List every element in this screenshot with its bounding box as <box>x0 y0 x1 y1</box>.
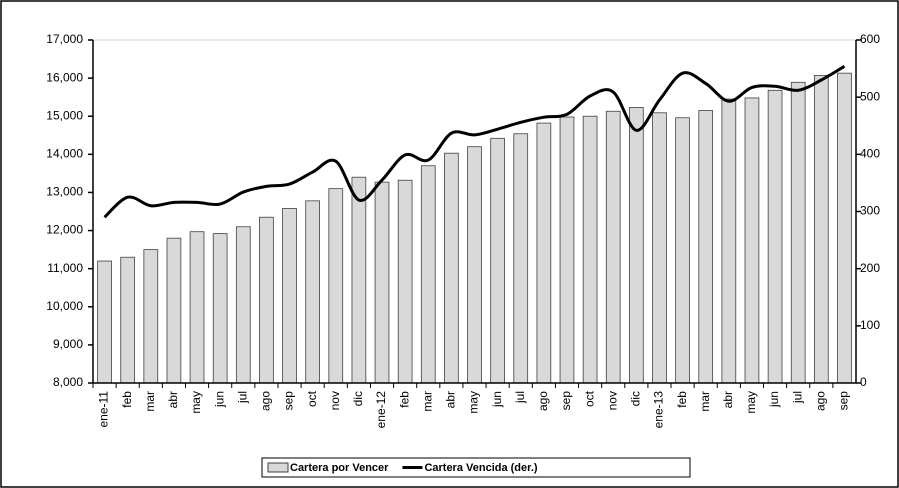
bar <box>605 110 621 384</box>
legend-box <box>261 457 691 478</box>
bar <box>374 181 390 384</box>
x-tick-label: jul <box>790 391 804 404</box>
x-tick-label: sep <box>559 391 573 411</box>
legend: Cartera por Vencer Cartera Vencida (der.) <box>261 457 691 478</box>
x-tick-label: mar <box>698 391 712 412</box>
bar <box>813 75 829 384</box>
bar <box>490 137 505 384</box>
bar <box>444 152 459 384</box>
x-tick-label: ene-11 <box>97 391 111 428</box>
bar <box>328 188 344 384</box>
bar <box>652 112 667 384</box>
x-tick-label: nov <box>605 391 619 410</box>
x-tick-label: ago <box>536 391 550 411</box>
bar <box>235 226 251 384</box>
x-tick-label: may <box>189 391 203 414</box>
x-tick-label: mar <box>143 391 157 412</box>
x-tick-label: ago <box>259 391 273 411</box>
bar <box>351 176 367 384</box>
bar <box>212 233 228 384</box>
bar <box>282 208 297 384</box>
bar <box>698 110 714 384</box>
y2-tick-label: 300 <box>860 204 880 218</box>
x-tick-label: ene-13 <box>652 391 666 429</box>
x-tick-label: sep <box>837 391 851 411</box>
y2-tick-label: 100 <box>860 318 880 332</box>
x-tick-label: abr <box>721 391 735 408</box>
bar <box>790 81 806 384</box>
bar <box>97 260 112 384</box>
y2-tick-label: 0 <box>860 375 867 389</box>
bar <box>721 98 737 384</box>
bar <box>629 107 644 384</box>
x-tick-label: jul <box>513 391 527 404</box>
x-tick-label: may <box>467 391 481 414</box>
bar <box>744 97 760 384</box>
y2-tick-label: 500 <box>860 89 880 103</box>
x-tick-label: ene-12 <box>374 391 388 429</box>
bar <box>559 116 575 384</box>
bar <box>143 249 159 384</box>
y-tick-label: 8,000 <box>53 375 83 389</box>
bar <box>166 237 182 384</box>
x-tick-label: jun <box>490 391 504 408</box>
x-tick-label: nov <box>328 391 342 410</box>
x-tick-label: ago <box>813 391 827 411</box>
x-tick-label: feb <box>120 391 134 408</box>
y2-tick-label: 400 <box>860 147 880 161</box>
x-tick-label: abr <box>166 391 180 408</box>
x-tick-label: oct <box>305 390 319 407</box>
y-tick-label: 9,000 <box>53 337 83 351</box>
y-tick-label: 16,000 <box>46 70 83 84</box>
x-tick-label: may <box>744 391 758 414</box>
bar <box>259 216 274 384</box>
x-tick-label: dic <box>629 391 643 406</box>
x-tick-label: mar <box>420 391 434 412</box>
bar <box>189 231 205 384</box>
y-tick-label: 17,000 <box>46 32 83 46</box>
x-tick-label: oct <box>582 390 596 407</box>
x-tick-label: jun <box>212 391 226 408</box>
y-tick-label: 14,000 <box>46 147 83 161</box>
bar <box>582 115 598 384</box>
bar <box>397 179 413 384</box>
y-tick-label: 15,000 <box>46 108 83 122</box>
bar <box>675 117 690 384</box>
bar <box>305 200 320 384</box>
bar <box>420 165 436 384</box>
y2-tick-label: 600 <box>860 32 880 46</box>
x-tick-label: jul <box>235 391 249 404</box>
y-tick-label: 13,000 <box>46 185 83 199</box>
y2-tick-label: 200 <box>860 261 880 275</box>
bar <box>837 72 852 384</box>
bar <box>120 256 136 384</box>
x-tick-label: feb <box>675 391 689 408</box>
x-tick-label: dic <box>351 391 365 406</box>
x-tick-label: jun <box>767 391 781 408</box>
bar <box>536 122 552 384</box>
x-tick-label: sep <box>282 391 296 411</box>
y-tick-label: 12,000 <box>46 223 83 237</box>
legend-label: Cartera Vencida (der.) <box>424 462 537 474</box>
bar <box>767 89 783 384</box>
y-tick-label: 11,000 <box>47 261 83 275</box>
bar <box>513 133 529 384</box>
bar <box>467 146 482 384</box>
x-tick-label: feb <box>397 391 411 408</box>
line <box>103 65 846 219</box>
x-tick-label: abr <box>444 391 458 408</box>
legend-swatch <box>267 462 289 473</box>
y-tick-label: 10,000 <box>46 299 83 313</box>
legend-label: Cartera por Vencer <box>290 462 389 474</box>
